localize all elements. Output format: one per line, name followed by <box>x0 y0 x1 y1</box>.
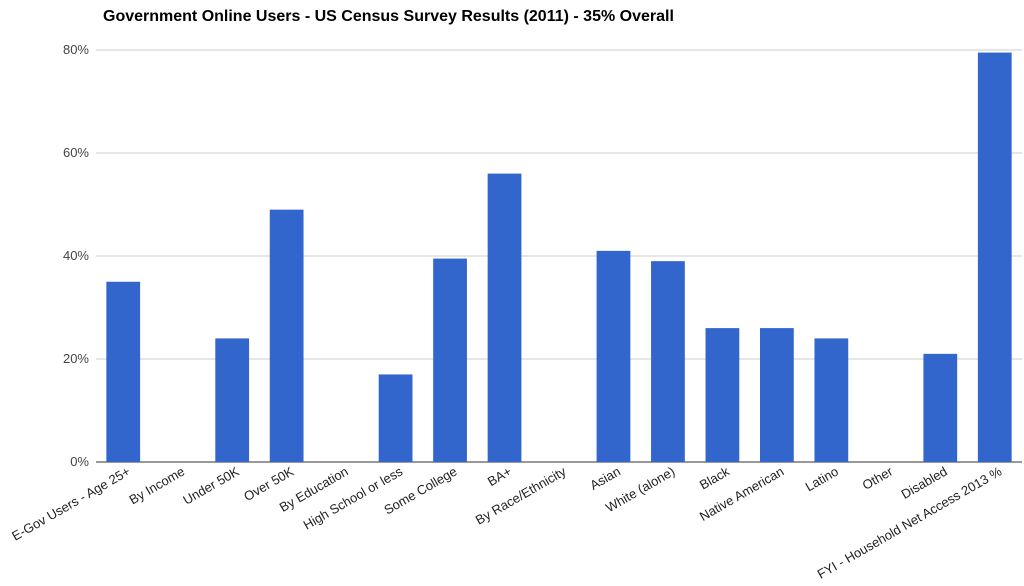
bars <box>106 52 1012 462</box>
x-category-label: By Income <box>127 464 188 508</box>
x-category-label: Other <box>860 463 896 493</box>
bar <box>705 328 740 462</box>
bar <box>977 52 1012 462</box>
x-category-label: FYI - Household Net Access 2013 % <box>815 463 1005 581</box>
bar <box>215 338 250 462</box>
x-category-label: High School or less <box>301 463 406 532</box>
bar <box>759 328 794 462</box>
bar <box>814 338 849 462</box>
x-category-label: Under 50K <box>180 463 242 507</box>
chart-title: Government Online Users - US Census Surv… <box>103 8 674 25</box>
x-category-label: Latino <box>803 464 841 495</box>
bar <box>487 173 522 462</box>
bar <box>106 281 141 462</box>
y-axis-ticks: 0% 20% 40% 60% 80% <box>63 42 89 469</box>
x-category-label: Black <box>697 463 732 492</box>
x-category-label: E-Gov Users - Age 25+ <box>9 464 133 544</box>
bar <box>269 209 304 462</box>
bar <box>923 353 958 462</box>
y-tick-label: 40% <box>63 248 89 263</box>
y-tick-label: 80% <box>63 42 89 57</box>
x-category-label: BA+ <box>485 464 514 489</box>
gridlines <box>96 49 1022 463</box>
bar <box>596 250 631 462</box>
bar <box>433 258 467 462</box>
x-category-label: By Race/Ethnicity <box>473 463 569 527</box>
y-tick-label: 60% <box>63 145 89 160</box>
bar <box>651 261 685 462</box>
bar <box>378 374 413 462</box>
y-tick-label: 0% <box>70 454 89 469</box>
x-category-label: Asian <box>587 464 623 493</box>
y-tick-label: 20% <box>63 351 89 366</box>
